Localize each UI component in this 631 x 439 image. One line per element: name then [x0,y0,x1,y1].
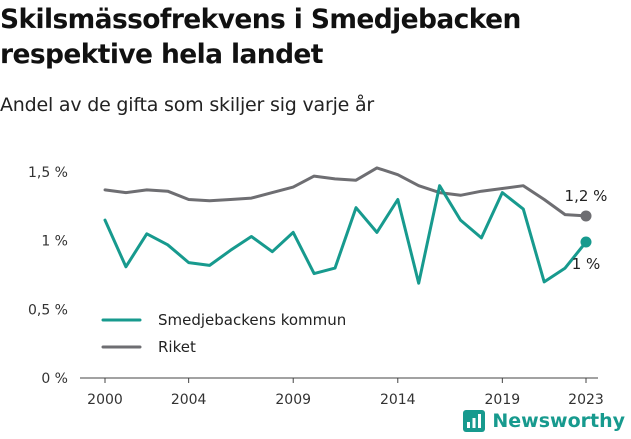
brand: Newsworthy [462,409,625,433]
newsworthy-logo-icon [463,410,486,432]
y-tick-label: 0,5 % [28,302,68,318]
series-end-point [580,236,592,248]
y-tick-label: 1,5 % [28,165,68,181]
series-line-smedjebacken [103,184,588,285]
brand-name: Newsworthy [492,410,625,432]
legend-label: Smedjebackens kommun [158,311,346,329]
x-tick-label: 2000 [87,392,123,408]
x-tick-label: 2023 [568,392,604,408]
legend-label: Riket [158,338,196,356]
end-label-riket: 1,2 % [565,187,608,205]
x-tick-label: 2014 [380,392,416,408]
y-tick-label: 0 % [41,371,68,387]
series-line-riket [103,166,588,218]
x-tick-label: 2009 [275,392,311,408]
y-tick-label: 1 % [41,234,68,250]
x-tick-label: 2019 [485,392,521,408]
chart-subtitle: Andel av de gifta som skiljer sig varje … [0,94,375,116]
end-label-smedjebacken: 1 % [572,255,601,273]
chart-title: Skilsmässofrekvens i Smedjebacken respek… [0,4,521,70]
x-tick-label: 2004 [171,392,207,408]
series-end-point [580,210,592,222]
